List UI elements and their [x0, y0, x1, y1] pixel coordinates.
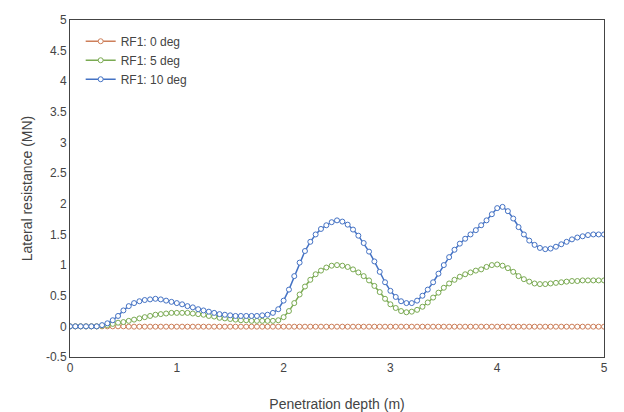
svg-text:4: 4 [60, 74, 67, 88]
svg-text:RF1: 0 deg: RF1: 0 deg [121, 35, 180, 49]
svg-text:4: 4 [494, 361, 501, 375]
svg-text:2.5: 2.5 [50, 166, 67, 180]
svg-text:Penetration depth (m): Penetration depth (m) [269, 396, 404, 412]
svg-text:3.5: 3.5 [50, 105, 67, 119]
svg-text:-0.5: -0.5 [46, 350, 67, 364]
svg-text:5: 5 [601, 361, 608, 375]
svg-text:3: 3 [387, 361, 394, 375]
svg-text:4.5: 4.5 [50, 44, 67, 58]
svg-text:0: 0 [67, 361, 74, 375]
svg-text:1: 1 [60, 258, 67, 272]
svg-text:3: 3 [60, 136, 67, 150]
svg-text:2: 2 [280, 361, 287, 375]
svg-text:RF1: 5 deg: RF1: 5 deg [121, 54, 180, 68]
svg-text:2: 2 [60, 197, 67, 211]
svg-text:RF1: 10 deg: RF1: 10 deg [121, 73, 187, 87]
svg-text:1: 1 [173, 361, 180, 375]
svg-text:Lateral resistance (MN): Lateral resistance (MN) [19, 116, 35, 262]
svg-text:5: 5 [60, 13, 67, 27]
svg-text:1.5: 1.5 [50, 228, 67, 242]
svg-text:0.5: 0.5 [50, 289, 67, 303]
svg-text:0: 0 [60, 320, 67, 334]
